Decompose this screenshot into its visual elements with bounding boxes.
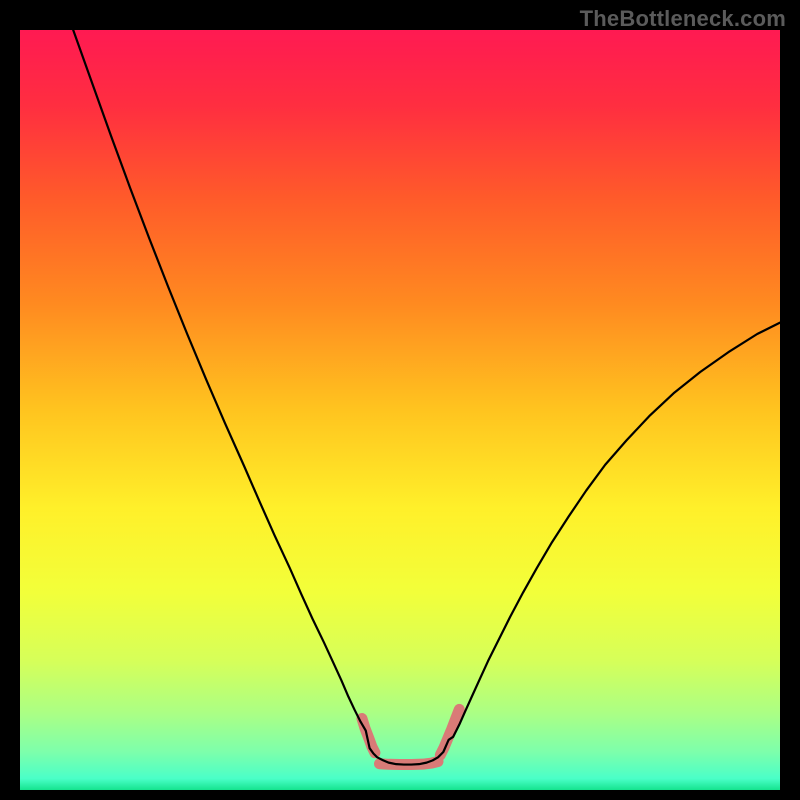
bottleneck-curve-chart <box>20 30 780 790</box>
chart-background <box>20 30 780 790</box>
plot-frame <box>20 30 780 790</box>
watermark-text: TheBottleneck.com <box>580 6 786 32</box>
plot-area <box>20 30 780 790</box>
